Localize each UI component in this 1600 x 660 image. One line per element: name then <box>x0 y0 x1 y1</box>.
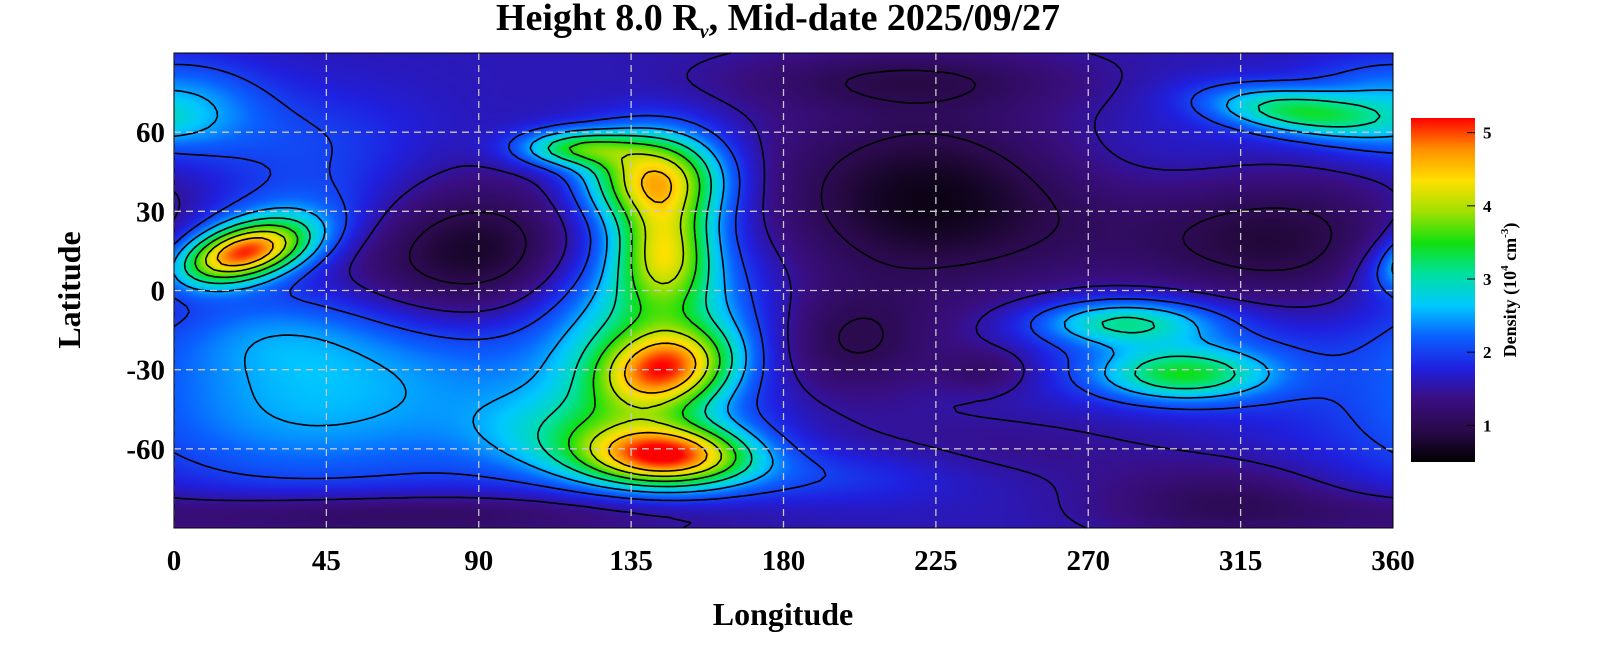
y-axis-label: Latitude <box>51 231 87 348</box>
colorbar-tick-label: 4 <box>1483 197 1492 216</box>
x-tick-label: 360 <box>1371 545 1415 577</box>
x-tick-label: 270 <box>1067 545 1111 577</box>
colorbar-ticks: 1 2 3 4 5 <box>1467 124 1492 435</box>
colorbar-tick-label: 1 <box>1483 416 1492 435</box>
x-tick-label: 90 <box>464 545 493 577</box>
x-tick-label: 315 <box>1219 545 1263 577</box>
colorbar-tick-label: 2 <box>1483 343 1492 362</box>
y-tick-label: 30 <box>136 196 165 228</box>
y-tick-label: 60 <box>136 117 165 149</box>
title-subscript: v <box>700 21 710 43</box>
x-tick-label: 45 <box>312 545 341 577</box>
x-tick-label: 0 <box>167 545 182 577</box>
contour-level-2 <box>173 63 1394 502</box>
colorbar-label: Density (104 cm-3) <box>1499 223 1521 358</box>
plot-area <box>173 52 1394 529</box>
y-tick-labels: 60 30 0 -30 -60 <box>126 117 165 466</box>
colorbar-tick-label: 3 <box>1483 270 1492 289</box>
x-tick-label: 225 <box>914 545 958 577</box>
y-tick-label: -60 <box>126 434 165 466</box>
contour-level-5 <box>194 141 737 483</box>
x-tick-label: 135 <box>609 545 653 577</box>
x-tick-labels: 0 45 90 135 180 225 270 315 360 <box>167 545 1415 577</box>
y-tick-label: 0 <box>151 276 166 308</box>
colorbar: 1 2 3 4 5 Density (104 cm-3) <box>1411 118 1521 462</box>
chart-title: Height 8.0 Rv, Mid-date 2025/09/27 <box>496 0 1060 43</box>
colorbar-gradient <box>1411 118 1475 462</box>
contour-level-6 <box>204 153 723 478</box>
plot-frame <box>173 52 1394 529</box>
contour-level-4 <box>183 98 1381 488</box>
colorbar-tick-label: 5 <box>1483 124 1492 143</box>
contour-lines <box>173 52 1394 529</box>
x-axis-label: Longitude <box>713 596 853 632</box>
contour-level-7 <box>216 170 708 472</box>
x-tick-label: 180 <box>762 545 806 577</box>
title-main: Height 8.0 R <box>496 0 700 39</box>
title-rest: , Mid-date 2025/09/27 <box>709 0 1060 39</box>
contour-level-0 <box>408 69 1333 354</box>
y-tick-label: -30 <box>126 355 165 387</box>
